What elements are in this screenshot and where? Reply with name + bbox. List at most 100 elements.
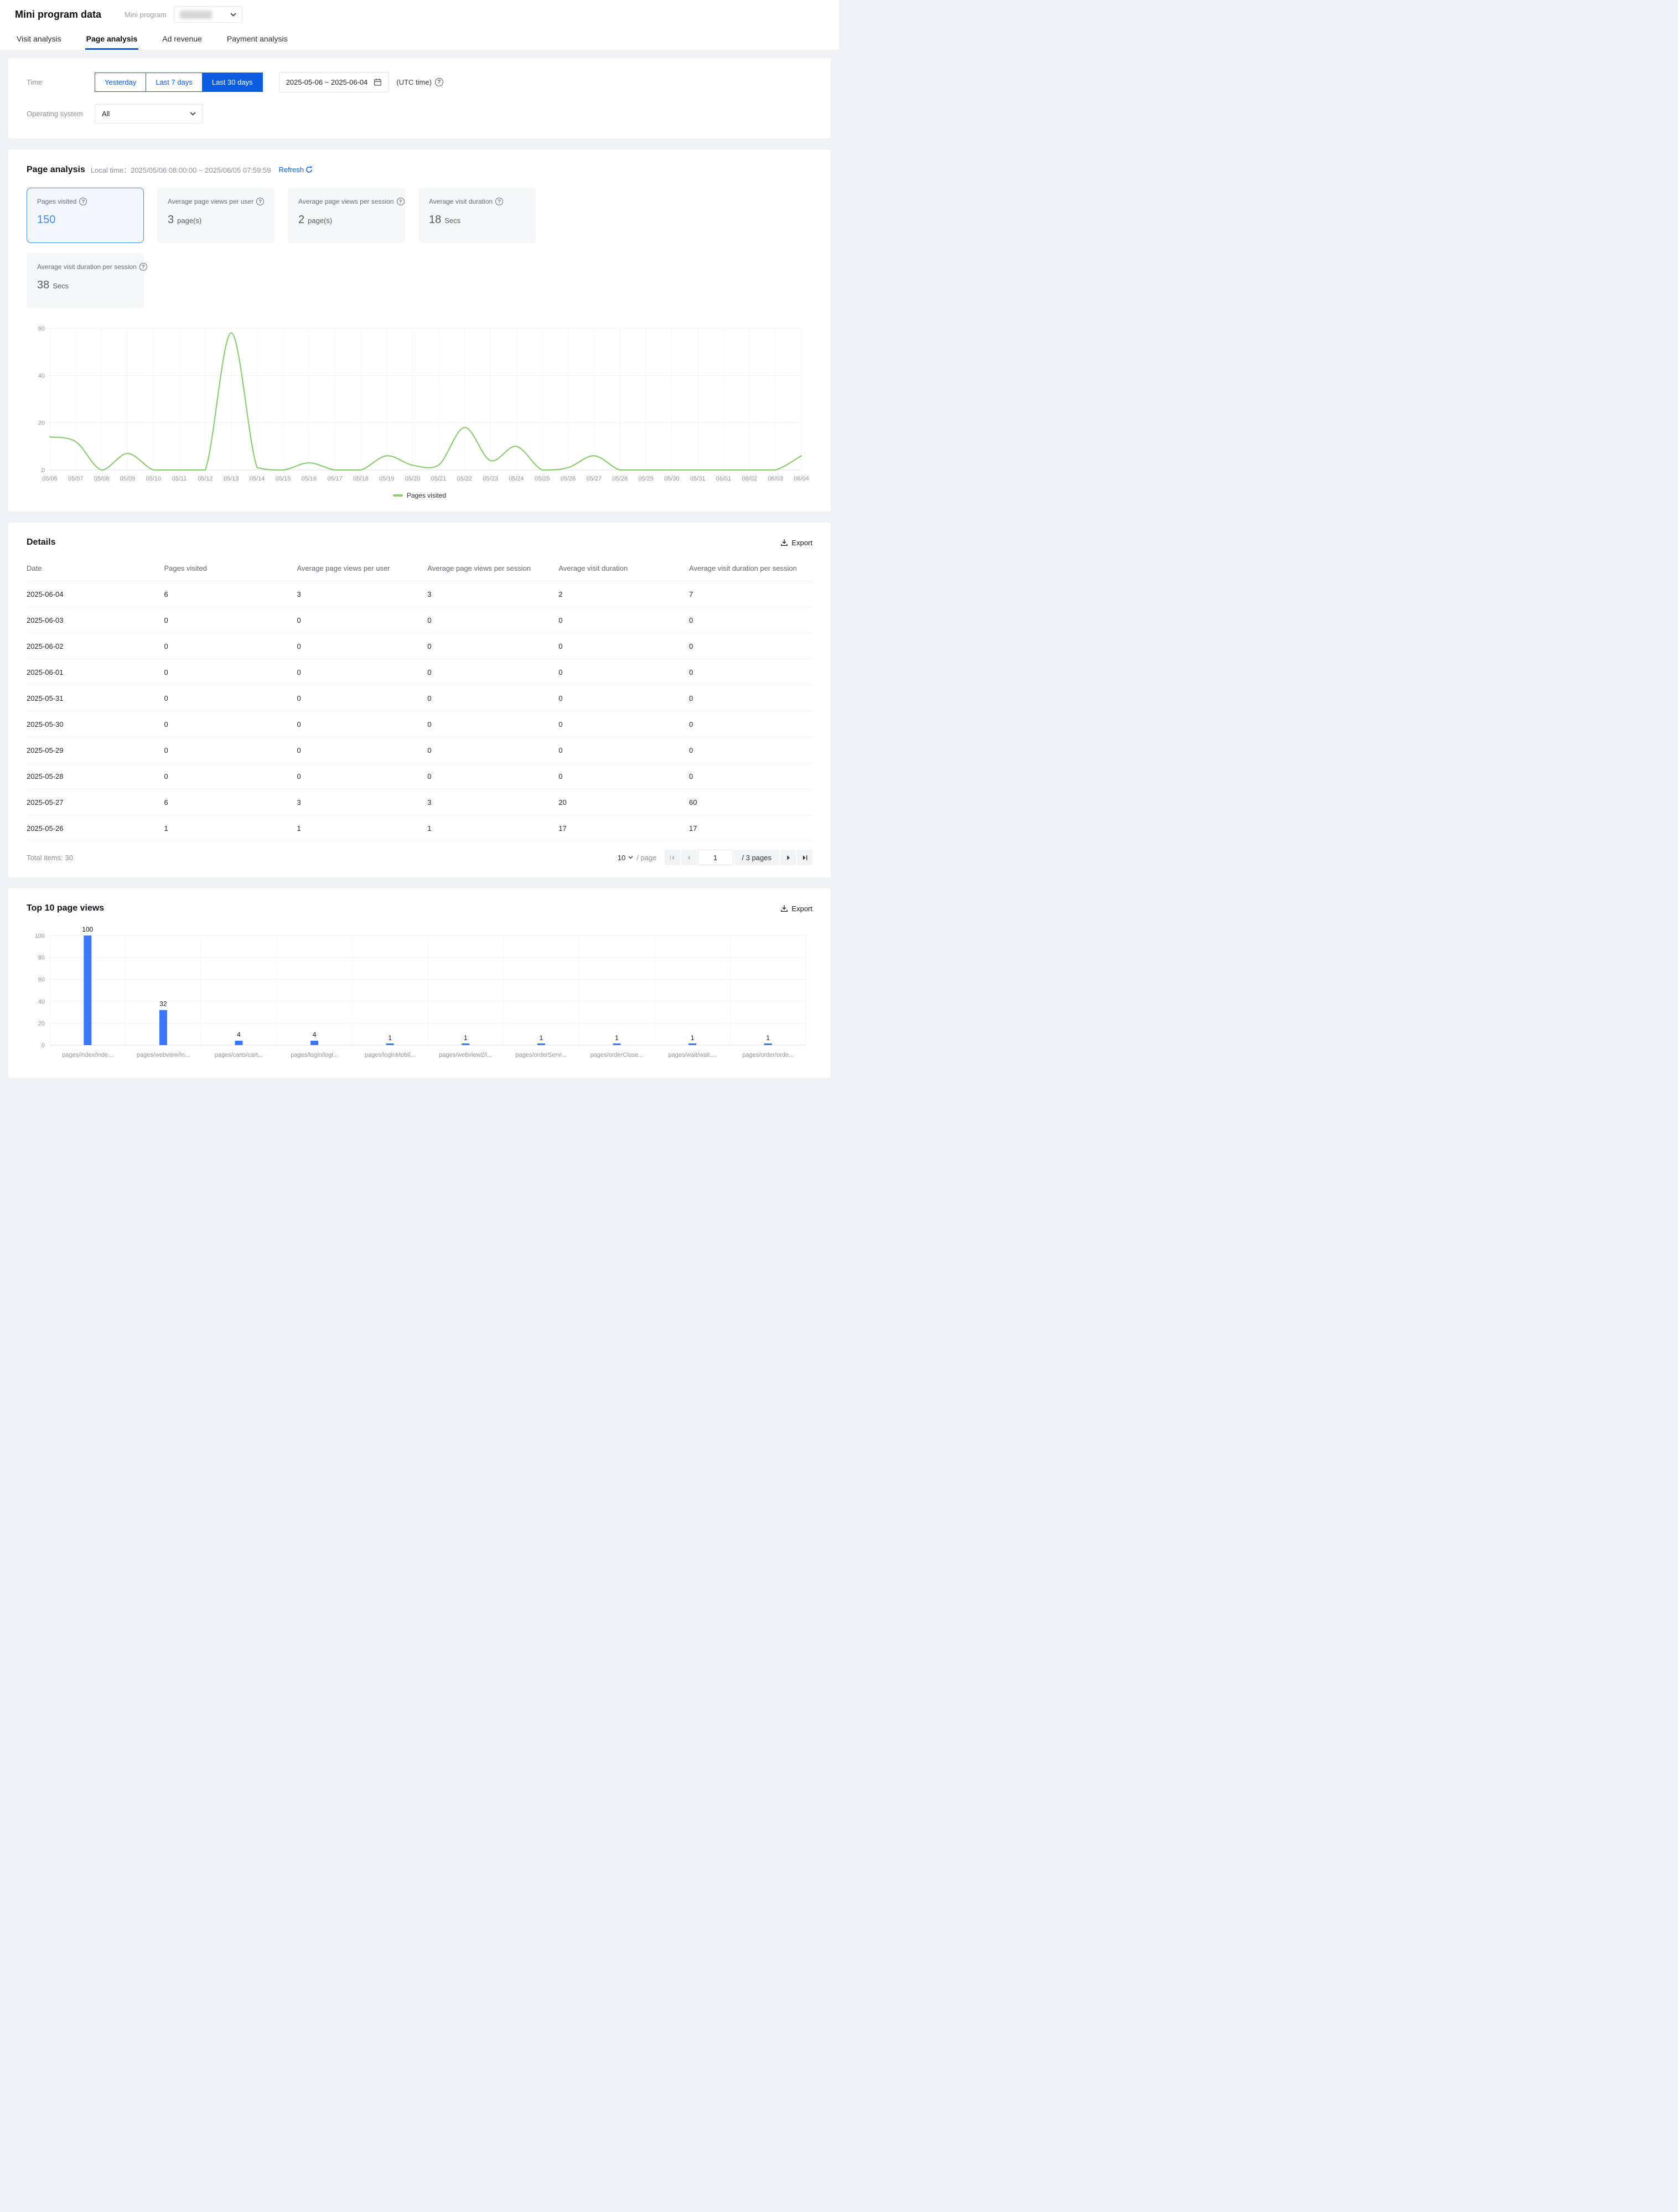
table-row: 2025-05-261111717: [27, 815, 812, 841]
column-header-pages-visited: Pages visited: [164, 557, 297, 581]
svg-text:05/17: 05/17: [327, 476, 343, 482]
tab-page-analysis[interactable]: Page analysis: [85, 28, 139, 50]
help-icon[interactable]: [139, 263, 147, 271]
details-card: Details Export DatePages visitedAverage …: [8, 523, 831, 877]
stat-card-pages-visited[interactable]: Pages visited 150: [27, 188, 144, 243]
svg-text:06/02: 06/02: [742, 476, 758, 482]
svg-text:05/08: 05/08: [94, 476, 110, 482]
legend-pages-visited[interactable]: Pages visited: [27, 492, 812, 503]
cell-value: 0: [558, 659, 689, 685]
svg-text:pages/orderServi...: pages/orderServi...: [515, 1052, 567, 1058]
cell-value: 2: [558, 581, 689, 607]
svg-text:05/21: 05/21: [431, 476, 447, 482]
download-icon: [780, 539, 788, 546]
stat-unit: page(s): [308, 216, 332, 225]
previous-page-button[interactable]: [681, 850, 697, 865]
stat-card-average-visit-duration[interactable]: Average visit duration18Secs: [418, 188, 536, 243]
cell-value: 0: [297, 607, 427, 633]
svg-text:pages/login/logi...: pages/login/logi...: [291, 1052, 338, 1058]
cell-value: 7: [689, 581, 812, 607]
cell-value: 0: [297, 659, 427, 685]
os-select[interactable]: All: [95, 104, 203, 123]
time-option-yesterday[interactable]: Yesterday: [95, 73, 146, 92]
refresh-button[interactable]: Refresh: [278, 166, 313, 174]
time-option-last-30-days[interactable]: Last 30 days: [202, 73, 263, 92]
svg-text:05/22: 05/22: [457, 476, 472, 482]
svg-text:20: 20: [38, 1020, 45, 1027]
stat-card-average-page-views-per-user[interactable]: Average page views per user3page(s): [157, 188, 275, 243]
page-size-select[interactable]: 10: [618, 854, 633, 862]
first-page-button[interactable]: [665, 850, 680, 865]
tab-payment-analysis[interactable]: Payment analysis: [226, 28, 289, 50]
main-content: Time YesterdayLast 7 daysLast 30 days 20…: [0, 50, 839, 1090]
cell-date: 2025-06-03: [27, 607, 164, 633]
cell-value: 6: [164, 581, 297, 607]
mini-program-select[interactable]: [174, 6, 242, 23]
cell-value: 0: [558, 633, 689, 659]
cell-date: 2025-05-29: [27, 737, 164, 763]
tab-ad-revenue[interactable]: Ad revenue: [161, 28, 203, 50]
stat-value: 2: [298, 214, 304, 226]
svg-text:1: 1: [615, 1034, 619, 1042]
chevron-down-icon: [230, 13, 236, 17]
section-title-page-analysis: Page analysis: [27, 165, 85, 175]
stat-card-average-visit-duration-per-session[interactable]: Average visit duration per session38Secs: [27, 253, 144, 308]
pagination: 1 / 3 pages: [665, 850, 813, 865]
tab-visit-analysis[interactable]: Visit analysis: [15, 28, 63, 50]
help-icon[interactable]: [435, 78, 443, 86]
cell-value: 0: [297, 763, 427, 789]
cell-value: 0: [689, 659, 812, 685]
svg-text:05/09: 05/09: [120, 476, 136, 482]
svg-text:pages/loginMobil...: pages/loginMobil...: [365, 1052, 416, 1058]
current-page-input[interactable]: 1: [698, 850, 733, 865]
svg-text:pages/webview/in...: pages/webview/in...: [137, 1052, 190, 1058]
cell-value: 0: [164, 711, 297, 737]
svg-text:05/06: 05/06: [42, 476, 58, 482]
svg-text:06/01: 06/01: [716, 476, 732, 482]
chevron-down-icon: [628, 856, 633, 859]
table-row: 2025-06-0463327: [27, 581, 812, 607]
time-range-segmented-control: YesterdayLast 7 daysLast 30 days: [95, 73, 263, 92]
column-header-average-page-views-per-session: Average page views per session: [427, 557, 558, 581]
export-top-pages-button[interactable]: Export: [780, 905, 812, 913]
stat-value: 150: [37, 214, 55, 226]
utc-time-note: (UTC time): [396, 78, 432, 86]
cell-value: 0: [297, 711, 427, 737]
stat-value: 18: [429, 214, 441, 226]
mini-program-value-redacted: [180, 11, 212, 19]
mini-program-label: Mini program: [125, 11, 167, 19]
stat-label: Average page views per session: [298, 198, 394, 205]
svg-text:60: 60: [38, 325, 45, 332]
date-range-input[interactable]: 2025-05-06 ~ 2025-06-04: [279, 72, 390, 92]
svg-text:pages/index/inde...: pages/index/inde...: [62, 1052, 113, 1058]
svg-text:05/23: 05/23: [483, 476, 498, 482]
stat-unit: page(s): [177, 216, 201, 225]
svg-text:05/15: 05/15: [276, 476, 291, 482]
pages-visited-chart-area: 020406005/0605/0705/0805/0905/1005/1105/…: [27, 322, 812, 503]
help-icon[interactable]: [397, 198, 405, 205]
cell-value: 0: [558, 607, 689, 633]
svg-text:06/04: 06/04: [794, 476, 809, 482]
cell-value: 0: [689, 685, 812, 711]
stat-value: 38: [37, 279, 49, 292]
help-icon[interactable]: [256, 198, 264, 205]
cell-value: 0: [297, 633, 427, 659]
refresh-icon: [305, 166, 313, 173]
stat-label: Pages visited: [37, 198, 76, 205]
table-row: 2025-06-0300000: [27, 607, 812, 633]
next-page-button[interactable]: [780, 850, 796, 865]
top-pages-card: Top 10 page views Export 020406080100100…: [8, 888, 831, 1078]
last-page-button[interactable]: [797, 850, 812, 865]
table-row: 2025-05-2900000: [27, 737, 812, 763]
help-icon[interactable]: [495, 198, 503, 205]
topbar: Mini program data Mini program: [0, 0, 839, 28]
total-pages-label: / 3 pages: [734, 850, 780, 865]
help-icon[interactable]: [79, 198, 87, 205]
column-header-average-page-views-per-user: Average page views per user: [297, 557, 427, 581]
time-option-last-7-days[interactable]: Last 7 days: [146, 73, 203, 92]
column-header-average-visit-duration: Average visit duration: [558, 557, 689, 581]
stat-card-average-page-views-per-session[interactable]: Average page views per session 2 page(s): [288, 188, 405, 243]
cell-value: 1: [427, 815, 558, 841]
export-details-button[interactable]: Export: [780, 539, 812, 547]
download-icon: [780, 905, 788, 912]
